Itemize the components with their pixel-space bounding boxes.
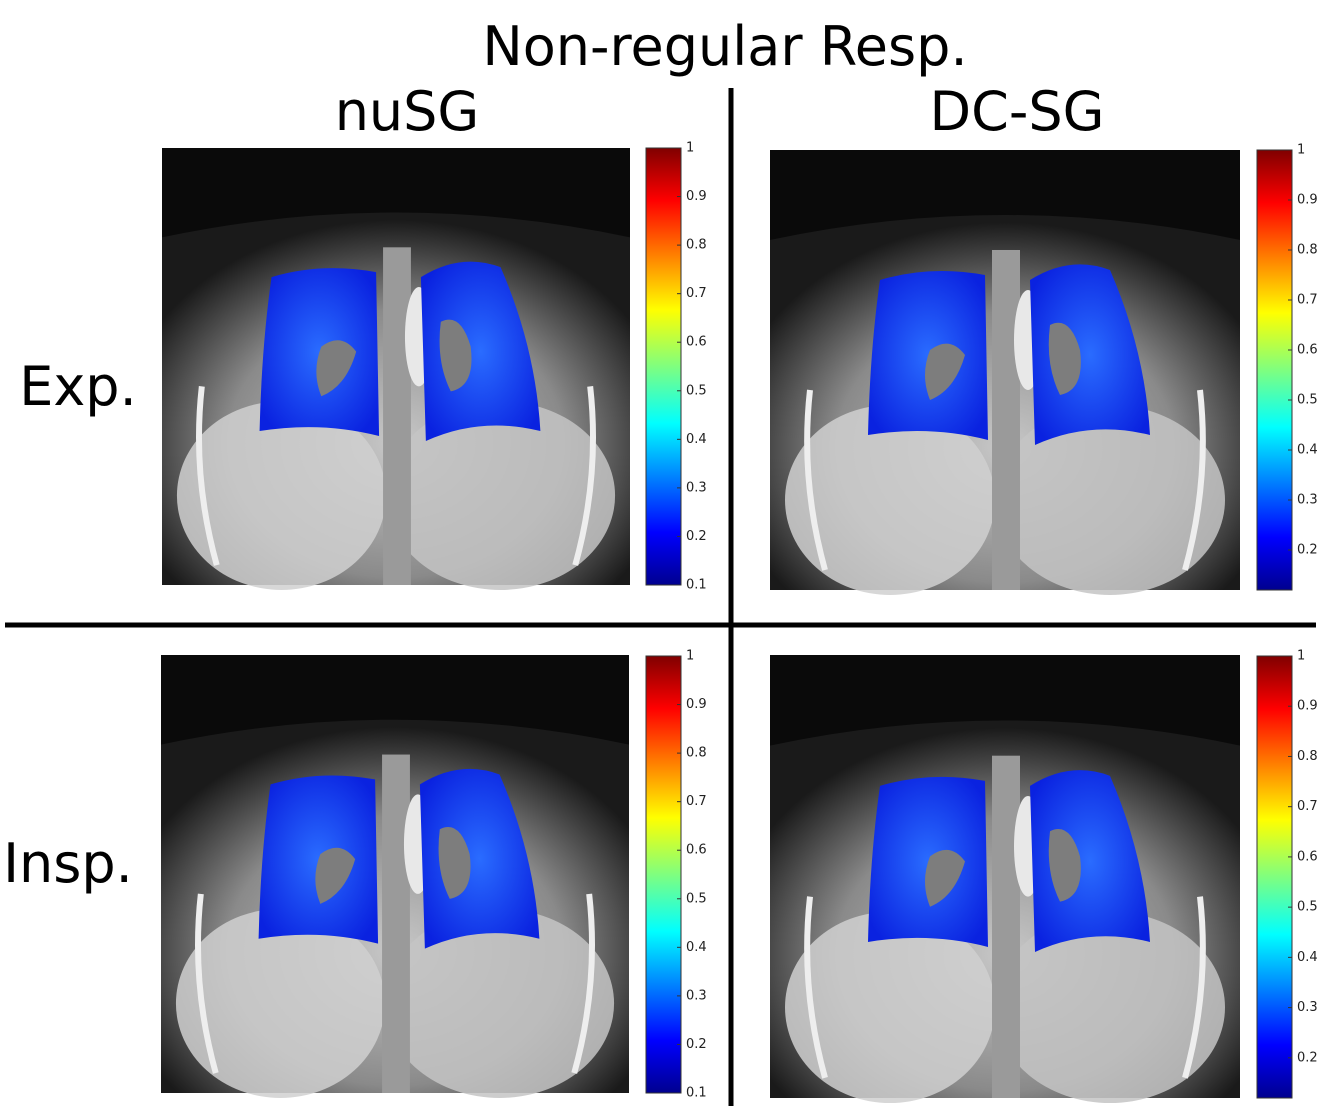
colorbar-tick-label: 0.7 bbox=[686, 794, 707, 809]
colorbar-tick-label: 1 bbox=[1297, 649, 1305, 664]
colorbar-tick-label: 0.2 bbox=[1297, 1050, 1318, 1065]
colorbar-tick-label: 0.8 bbox=[1297, 749, 1318, 764]
colorbar-tick-label: 1 bbox=[686, 141, 694, 156]
colorbar-tick-label: 0.4 bbox=[686, 940, 707, 955]
colorbar-tick-label: 0.5 bbox=[1297, 900, 1318, 915]
mri-image bbox=[770, 655, 1240, 1103]
colorbar-tick-label: 0.6 bbox=[686, 843, 707, 858]
colorbar-tick-label: 0.6 bbox=[1297, 849, 1318, 864]
colorbar-tick-label: 0.9 bbox=[686, 697, 707, 712]
colorbar-tick-label: 0.9 bbox=[1297, 699, 1318, 714]
colorbar bbox=[645, 147, 682, 586]
mri-image bbox=[162, 148, 630, 590]
colorbar-tick-label: 0.8 bbox=[1297, 243, 1318, 258]
colorbar-tick-label: 0.2 bbox=[686, 1037, 707, 1052]
mri-image bbox=[161, 655, 629, 1098]
colorbar-tick-label: 0.9 bbox=[1297, 193, 1318, 208]
figure-title: Non-regular Resp. bbox=[482, 15, 967, 78]
colorbar-tick-label: 0.3 bbox=[1297, 1000, 1318, 1015]
column-header: nuSG bbox=[335, 80, 480, 143]
colorbar-tick-label: 1 bbox=[686, 649, 694, 664]
colorbar bbox=[1256, 149, 1293, 591]
colorbar-tick-label: 0.6 bbox=[686, 335, 707, 350]
colorbar-tick-label: 0.4 bbox=[1297, 950, 1318, 965]
colorbar-tick-label: 0.2 bbox=[1297, 543, 1318, 558]
colorbar-tick-label: 0.3 bbox=[686, 988, 707, 1003]
colorbar-tick-label: 0.4 bbox=[1297, 443, 1318, 458]
colorbar-tick-label: 0.7 bbox=[1297, 293, 1318, 308]
colorbar bbox=[645, 655, 682, 1094]
colorbar-tick-label: 0.8 bbox=[686, 746, 707, 761]
colorbar-tick-label: 0.5 bbox=[686, 891, 707, 906]
colorbar bbox=[1256, 655, 1293, 1099]
row-header: Insp. bbox=[3, 832, 133, 895]
colorbar-tick-label: 0.3 bbox=[686, 480, 707, 495]
colorbar-tick-label: 0.6 bbox=[1297, 343, 1318, 358]
colorbar-tick-label: 0.8 bbox=[686, 238, 707, 253]
colorbar-tick-label: 0.7 bbox=[1297, 799, 1318, 814]
colorbar-tick-label: 0.5 bbox=[686, 383, 707, 398]
colorbar-tick-label: 1 bbox=[1297, 143, 1305, 158]
colorbar-tick-label: 0.3 bbox=[1297, 493, 1318, 508]
colorbar-tick-label: 0.7 bbox=[686, 286, 707, 301]
colorbar-tick-label: 0.1 bbox=[686, 1086, 707, 1101]
colorbar-tick-label: 0.4 bbox=[686, 432, 707, 447]
colorbar-tick-label: 0.9 bbox=[686, 189, 707, 204]
mri-image bbox=[770, 150, 1240, 595]
row-header: Exp. bbox=[19, 355, 137, 418]
column-header: DC-SG bbox=[930, 80, 1105, 143]
colorbar-tick-label: 0.5 bbox=[1297, 393, 1318, 408]
colorbar-tick-label: 0.1 bbox=[686, 578, 707, 593]
colorbar-tick-label: 0.2 bbox=[686, 529, 707, 544]
